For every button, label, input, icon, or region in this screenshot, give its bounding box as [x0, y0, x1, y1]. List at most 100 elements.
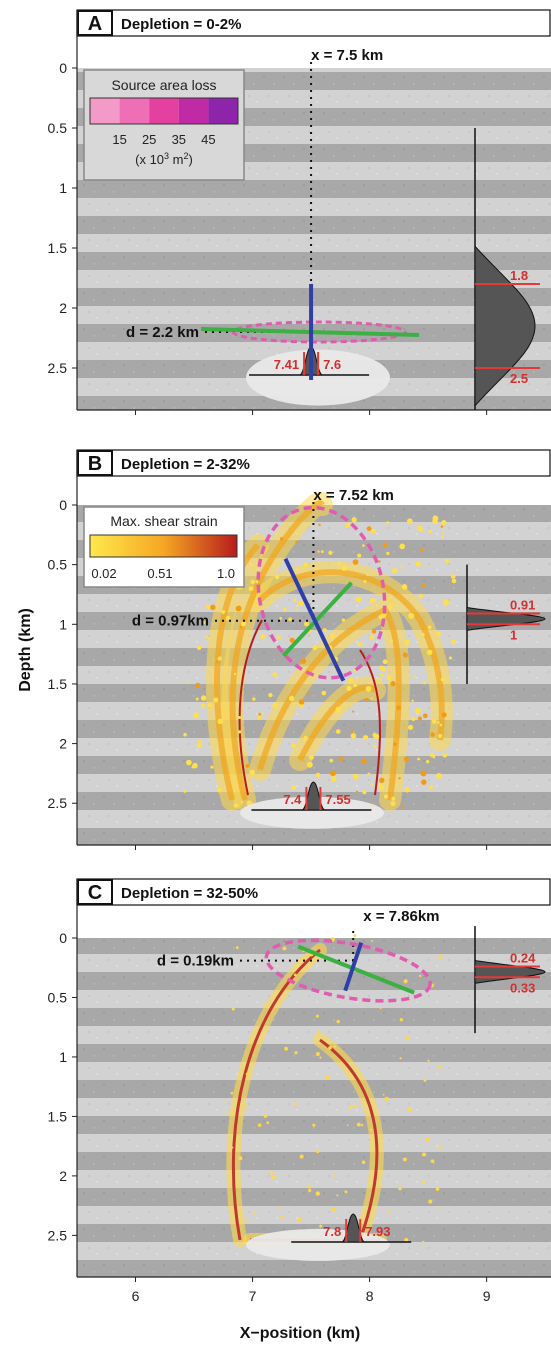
panel-letter-box [77, 879, 113, 905]
strain-speckle [195, 697, 199, 701]
strain-speckle [233, 803, 238, 808]
strain-speckle [207, 637, 211, 640]
legend-swatch [208, 98, 238, 124]
strain-speckle [337, 562, 341, 565]
strain-speckle [365, 685, 372, 692]
strain-speckle [380, 673, 384, 677]
strain-speckle [308, 1189, 312, 1193]
strain-speckle [379, 1007, 382, 1010]
strain-speckle [235, 946, 239, 950]
y-tick-label: 0.5 [48, 120, 68, 136]
strain-speckle [288, 617, 292, 621]
strain-speckle [422, 1240, 425, 1243]
strain-speckle [300, 658, 307, 665]
strain-speckle [372, 598, 377, 602]
strain-speckle [329, 758, 334, 763]
strain-speckle [421, 583, 425, 588]
strain-speckle [366, 574, 369, 577]
strain-speckle [402, 652, 408, 658]
strain-speckle [419, 974, 422, 978]
strain-speckle [244, 1218, 248, 1222]
strain-speckle [293, 1102, 296, 1106]
strain-speckle [240, 800, 244, 804]
strain-speckle [347, 677, 354, 684]
strain-speckle [346, 1124, 349, 1127]
strain-speckle [293, 973, 297, 977]
strain-speckle [282, 946, 287, 951]
panel-title: Depletion = 32-50% [121, 885, 258, 902]
strain-speckle [217, 718, 224, 725]
strain-speckle [418, 593, 424, 599]
strain-speckle [205, 604, 211, 610]
strain-speckle [288, 695, 295, 702]
strain-speckle [344, 1190, 348, 1194]
strain-speckle [231, 1146, 234, 1149]
strain-speckle [255, 580, 259, 584]
strain-speckle [432, 518, 438, 524]
strain-speckle [399, 543, 406, 550]
strain-speckle [319, 1056, 322, 1059]
strain-speckle [210, 765, 214, 769]
legend-unit-part: m [169, 152, 183, 167]
strain-speckle [368, 634, 375, 640]
strain-speckle [257, 715, 262, 720]
strain-speckle [328, 550, 333, 555]
strain-band [257, 569, 445, 741]
strain-speckle [442, 752, 448, 758]
strain-speckle [308, 754, 314, 760]
strain-speckle [195, 682, 201, 688]
panel-letter: C [88, 882, 102, 904]
strain-speckle [315, 772, 321, 778]
reservoir-source [240, 796, 384, 829]
strain-speckle [328, 1046, 332, 1050]
strain-speckle [240, 621, 247, 627]
strain-speckle [420, 770, 427, 777]
strain-speckle [294, 1051, 298, 1055]
legend-unit-part: (x 10 [135, 152, 164, 167]
x-tick-label: 6 [132, 1288, 140, 1304]
strain-speckle [276, 635, 281, 640]
strain-speckle [420, 548, 424, 552]
strain-speckle [396, 705, 402, 711]
strain-speckle [201, 620, 206, 625]
strain-speckle [431, 719, 437, 724]
strain-speckle [187, 681, 190, 684]
legend-tick-label: 0.02 [91, 566, 116, 581]
panel-title: Depletion = 0-2% [121, 16, 241, 33]
strain-speckle [355, 596, 362, 603]
strain-speckle [198, 739, 202, 743]
strain-speckle [383, 794, 389, 799]
strain-speckle [366, 526, 372, 532]
strain-speckle [320, 550, 324, 554]
strain-speckle [245, 764, 250, 768]
y-tick-label: 2 [59, 736, 67, 752]
legend-unit-exponent: 3 [164, 151, 169, 161]
strain-speckle [221, 609, 226, 614]
strain-speckle [279, 616, 283, 620]
legend-title: Source area loss [111, 77, 216, 93]
strain-speckle [260, 634, 266, 640]
legend-swatch-frame [89, 97, 239, 125]
x-interval-lower-label: 7.41 [274, 357, 299, 372]
strain-speckle [373, 744, 377, 749]
y-tick-label: 0 [59, 497, 67, 513]
green-principal-axis [281, 581, 353, 658]
strain-speckle [325, 1074, 330, 1080]
strain-speckle [445, 558, 450, 564]
strain-speckle [303, 735, 308, 741]
panel-letter-box [77, 450, 113, 476]
strain-speckle [235, 605, 242, 612]
strain-speckle [352, 559, 359, 565]
strain-speckle [272, 1175, 276, 1179]
strain-speckle [279, 537, 284, 541]
d-interval-upper-label: 2.5 [510, 371, 528, 386]
strain-speckle [315, 1191, 320, 1196]
strain-speckle [390, 801, 396, 807]
strain-speckle [407, 518, 413, 524]
x-tick-label: 7 [249, 1288, 257, 1304]
strain-speckle [451, 639, 456, 645]
blue-principal-axis [343, 941, 364, 992]
strain-speckle [382, 542, 388, 548]
strain-speckle [441, 712, 447, 718]
strain-speckle [378, 677, 382, 681]
